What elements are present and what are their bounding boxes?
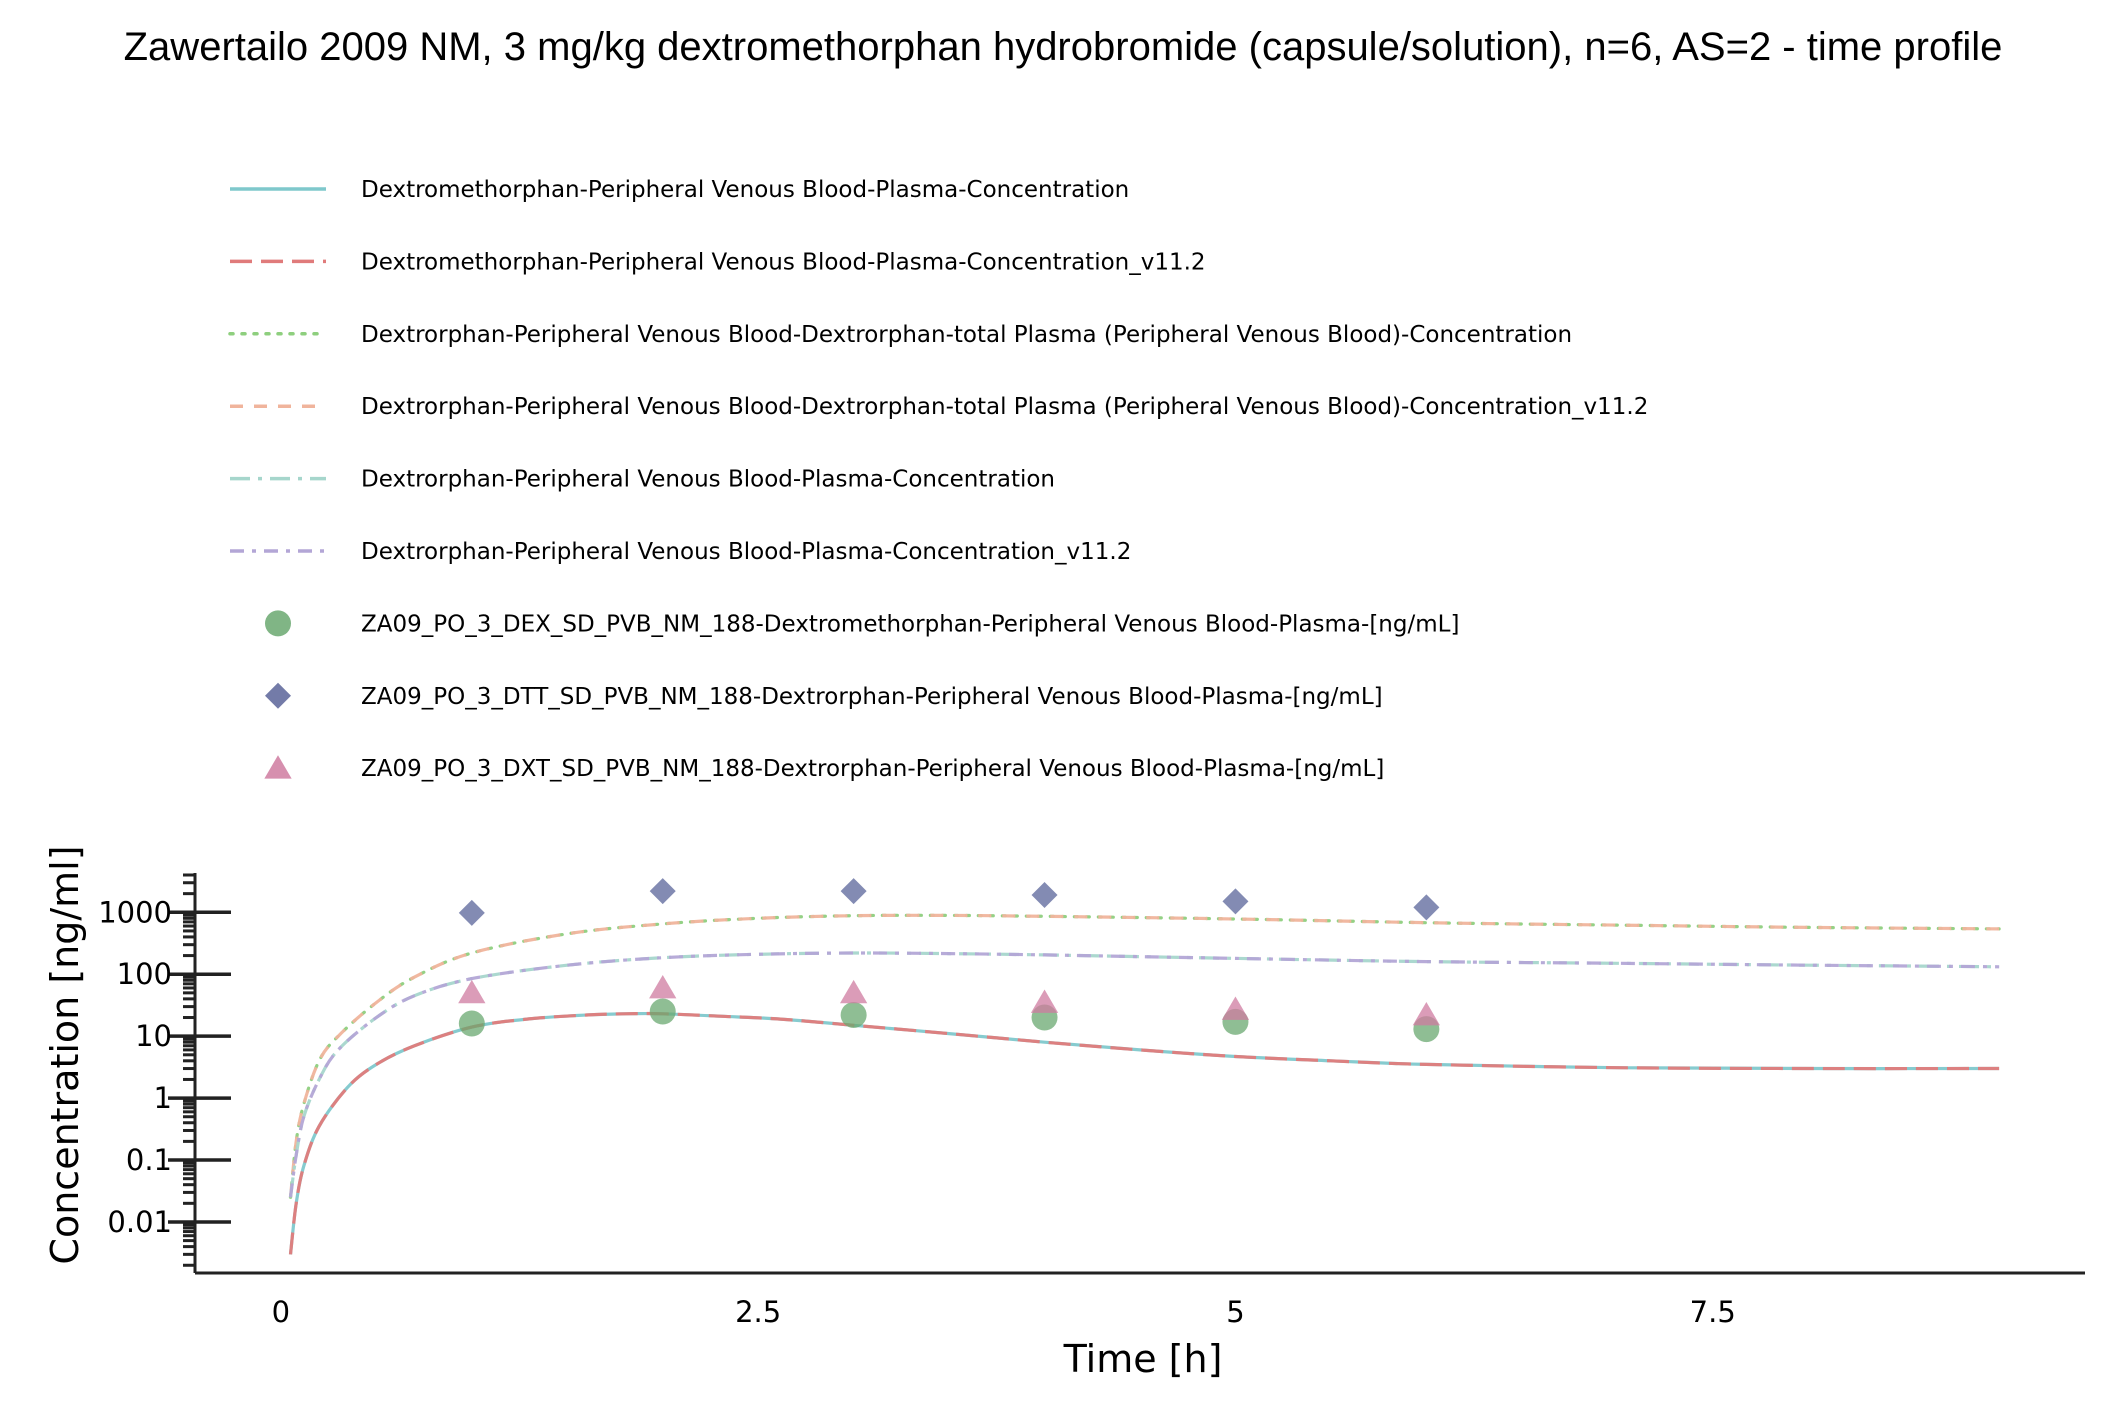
series-line (288, 913, 2001, 1199)
series-line (288, 1011, 2000, 1255)
y-tick-label: 0.01 (107, 1205, 172, 1239)
legend-item: ZA09_PO_3_DEX_SD_PVB_NM_188-Dextromethor… (265, 610, 1459, 637)
series-lines (288, 913, 2001, 1255)
legend-label: Dextromethorphan-Peripheral Venous Blood… (361, 249, 1206, 275)
data-point (840, 1001, 867, 1028)
legend-item: Dextrorphan-Peripheral Venous Blood-Dext… (228, 322, 1572, 348)
data-point (649, 878, 676, 905)
legend-label: Dextrorphan-Peripheral Venous Blood-Plas… (361, 539, 1131, 565)
legend-label: ZA09_PO_3_DXT_SD_PVB_NM_188-Dextrorphan-… (361, 756, 1384, 782)
legend-item: Dextrorphan-Peripheral Venous Blood-Dext… (230, 394, 1648, 420)
data-point (1222, 888, 1249, 915)
legend-label: ZA09_PO_3_DTT_SD_PVB_NM_188-Dextrorphan-… (361, 684, 1383, 710)
legend-item: ZA09_PO_3_DXT_SD_PVB_NM_188-Dextrorphan-… (264, 755, 1384, 782)
plot-area (288, 878, 2001, 1255)
legend-label: Dextrorphan-Peripheral Venous Blood-Dext… (361, 394, 1648, 420)
data-point (839, 979, 868, 1004)
legend-item: Dextromethorphan-Peripheral Venous Blood… (230, 249, 1206, 275)
x-axis: 0 2.5 5 7.5 (195, 1271, 2085, 1329)
data-point (649, 998, 676, 1025)
y-tick-label: 1 (154, 1081, 172, 1115)
legend-marker (265, 682, 291, 709)
data-point (458, 979, 486, 1004)
series-markers (458, 878, 1441, 1043)
data-point (1030, 989, 1059, 1013)
data-point (649, 974, 677, 999)
legend-item: ZA09_PO_3_DTT_SD_PVB_NM_188-Dextrorphan-… (265, 682, 1383, 710)
y-tick-label: 1000 (98, 895, 172, 929)
legend-item: Dextrorphan-Peripheral Venous Blood-Plas… (230, 539, 1131, 565)
series-line (288, 913, 2000, 1198)
x-tick-label: 7.5 (1690, 1295, 1736, 1329)
legend-marker (265, 610, 291, 637)
y-tick-label: 0.1 (126, 1143, 172, 1177)
y-tick-label: 10 (135, 1019, 172, 1053)
y-axis: 0.01 0.1 1 10 100 1000 (98, 873, 231, 1273)
chart-title: Zawertailo 2009 NM, 3 mg/kg dextromethor… (124, 25, 2003, 69)
data-point (1413, 894, 1440, 921)
legend-label: Dextrorphan-Peripheral Venous Blood-Plas… (361, 467, 1055, 493)
legend: Dextromethorphan-Peripheral Venous Blood… (228, 177, 1648, 782)
legend-item: Dextromethorphan-Peripheral Venous Blood… (230, 177, 1129, 203)
data-point (458, 899, 485, 926)
x-tick-label: 2.5 (735, 1295, 781, 1329)
legend-label: ZA09_PO_3_DEX_SD_PVB_NM_188-Dextromethor… (361, 611, 1459, 637)
legend-item: Dextrorphan-Peripheral Venous Blood-Plas… (230, 467, 1055, 493)
legend-label: Dextrorphan-Peripheral Venous Blood-Dext… (361, 322, 1572, 348)
y-axis-label: Concentration [ng/ml] (43, 845, 87, 1264)
data-point (1221, 996, 1250, 1020)
data-point (1031, 882, 1058, 909)
data-point (1412, 1001, 1441, 1026)
data-point (458, 1010, 485, 1037)
data-point (840, 878, 867, 905)
x-tick-label: 0 (272, 1295, 290, 1329)
series-line (288, 951, 2000, 1198)
y-tick-label: 100 (117, 957, 172, 991)
legend-label: Dextromethorphan-Peripheral Venous Blood… (361, 177, 1129, 203)
x-axis-label: Time [h] (1063, 1337, 1223, 1381)
x-tick-label: 5 (1226, 1295, 1244, 1329)
series-line (288, 951, 2000, 1198)
legend-marker (264, 755, 292, 779)
